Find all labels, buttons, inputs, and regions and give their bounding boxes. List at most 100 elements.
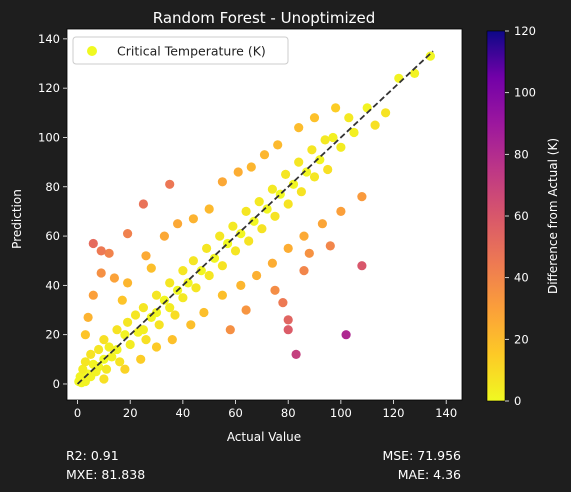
scatter-point (188, 214, 198, 224)
x-tick-label: 80 (281, 406, 296, 420)
scatter-point (151, 342, 162, 352)
scatter-point (294, 123, 304, 133)
scatter-point (304, 248, 314, 258)
scatter-point (217, 261, 227, 271)
colorbar-tick-label: 60 (514, 209, 529, 223)
scatter-point (249, 216, 259, 226)
scatter-point (241, 206, 251, 216)
scatter-point (320, 135, 330, 145)
scatter-point (323, 164, 333, 175)
legend-label: Critical Temperature (K) (117, 44, 266, 59)
scatter-point (349, 127, 359, 138)
scatter-point (109, 273, 119, 283)
x-tick-label: 120 (383, 406, 405, 420)
scatter-point (99, 374, 109, 384)
scatter-points (74, 51, 435, 388)
colorbar-tick-label: 40 (514, 271, 529, 285)
scatter-point (178, 266, 188, 276)
colorbar-tick-label: 80 (514, 147, 529, 161)
scatter-point (146, 263, 156, 273)
scatter-point (136, 354, 146, 364)
scatter-point (236, 229, 246, 239)
scatter-point (299, 231, 309, 241)
colorbar (486, 30, 506, 402)
scatter-point (159, 295, 169, 305)
scatter-point (202, 243, 212, 253)
scatter-point (241, 305, 251, 315)
scatter-point (336, 206, 346, 216)
scatter-point (199, 307, 209, 318)
y-tick-label: 20 (45, 328, 60, 342)
scatter-point (112, 325, 122, 335)
scatter-point (344, 113, 354, 123)
scatter-point (283, 243, 293, 253)
scatter-point (244, 236, 254, 246)
scatter-point (217, 177, 227, 187)
scatter-point (209, 253, 220, 263)
scatter-point (173, 219, 183, 229)
scatter-point (191, 283, 201, 293)
scatter-point (151, 307, 162, 318)
scatter-point (123, 317, 133, 327)
legend: Critical Temperature (K) (72, 36, 289, 65)
scatter-point (88, 238, 98, 249)
scatter-point (165, 278, 175, 288)
scatter-point (294, 157, 304, 167)
scatter-point (299, 266, 309, 276)
scatter-point (283, 325, 293, 335)
scatter-point (410, 68, 420, 78)
scatter-point (262, 204, 272, 214)
scatter-point (270, 211, 280, 221)
scatter-point (188, 256, 198, 266)
scatter-point (99, 335, 109, 345)
scatter-point (165, 179, 175, 189)
mse-metric: MSE: 71.956 (382, 448, 461, 463)
scatter-point (225, 325, 235, 335)
scatter-point (254, 197, 264, 207)
scatter-point (80, 330, 90, 340)
x-tick-label: 40 (176, 406, 191, 420)
scatter-point (283, 199, 293, 209)
scatter-point (96, 246, 106, 256)
scatter-point (88, 290, 98, 300)
scatter-point (117, 295, 127, 305)
colorbar-ticks: 0 20 40 60 80 100 120 (505, 24, 536, 408)
x-tick-label: 20 (123, 406, 138, 420)
y-axis: 0 20 40 60 80 100 120 140 (38, 32, 67, 391)
scatter-point (120, 330, 130, 340)
colorbar-tick-label: 120 (514, 24, 536, 38)
scatter-point (151, 290, 162, 300)
scatter-point (159, 231, 169, 241)
scatter-point (123, 278, 133, 288)
scatter-point (170, 310, 180, 320)
scatter-point (315, 155, 325, 165)
scatter-point (215, 231, 225, 241)
chart-title: Random Forest - Unoptimized (153, 9, 376, 27)
scatter-point (78, 364, 88, 374)
scatter-point (120, 364, 130, 374)
legend-box (72, 36, 289, 65)
scatter-point (278, 298, 288, 308)
plot-area (66, 28, 463, 401)
legend-marker (87, 46, 97, 56)
scatter-point (141, 251, 151, 261)
scatter-point (281, 169, 291, 179)
colorbar-label: Difference from Actual (K) (546, 138, 560, 294)
scatter-point (104, 342, 114, 352)
scatter-point (357, 192, 367, 202)
scatter-point (138, 303, 148, 313)
scatter-point (204, 270, 214, 281)
scatter-point (309, 113, 320, 123)
mxe-metric: MXE: 81.838 (66, 467, 145, 482)
x-axis: 0 20 40 60 80 100 120 140 (74, 400, 457, 420)
scatter-point (112, 344, 122, 355)
y-tick-label: 40 (45, 278, 60, 292)
x-axis-label: Actual Value (227, 430, 301, 444)
scatter-point (138, 199, 148, 209)
scatter-point (101, 364, 112, 374)
colorbar-tick-label: 0 (514, 394, 521, 408)
scatter-point (246, 162, 256, 172)
r2-metric: R2: 0.91 (66, 448, 119, 463)
y-tick-label: 100 (38, 130, 60, 144)
